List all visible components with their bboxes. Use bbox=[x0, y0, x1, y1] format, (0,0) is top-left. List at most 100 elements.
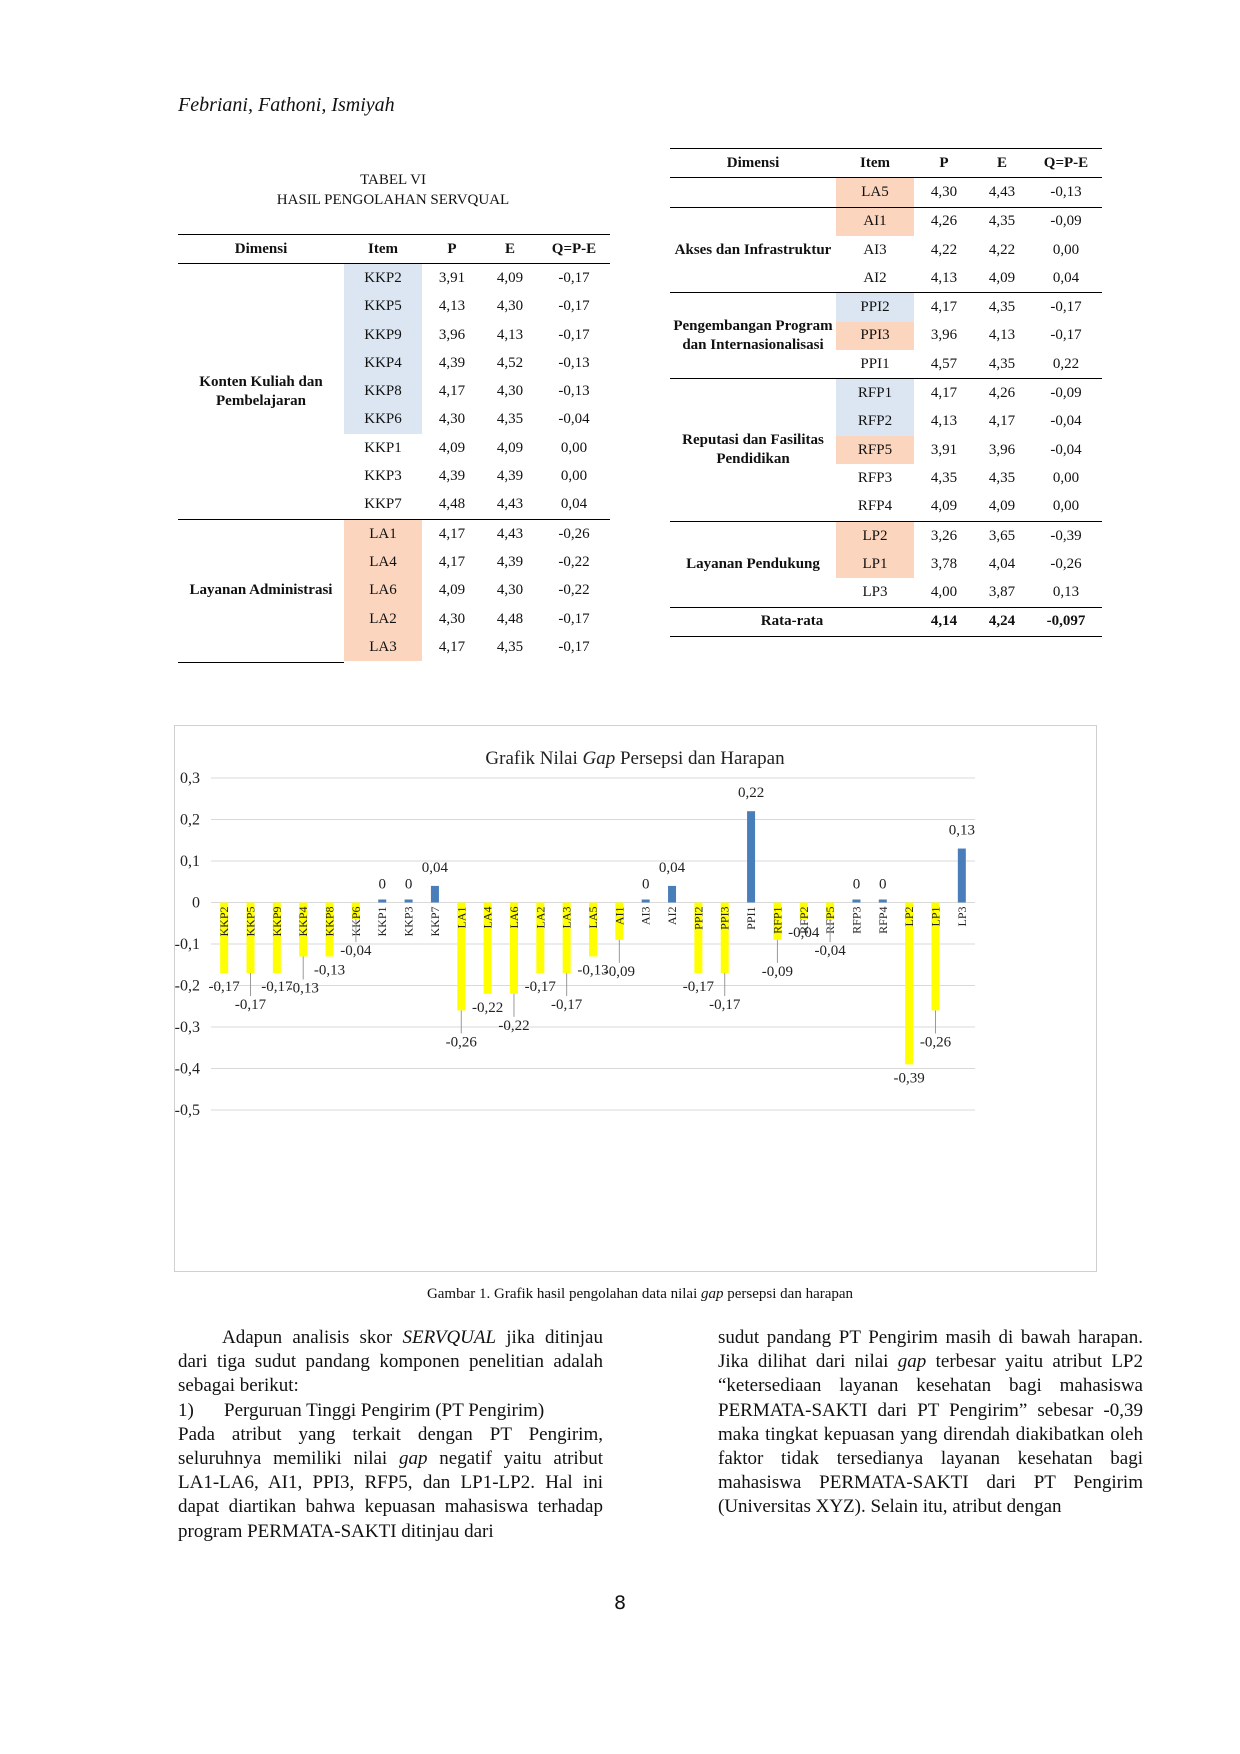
p-cell: 4,09 bbox=[438, 439, 466, 456]
bar-LP2 bbox=[905, 902, 914, 1065]
value-label: -0,04 bbox=[814, 943, 846, 959]
bar-KKP3 bbox=[404, 899, 413, 903]
item-cell: KKP7 bbox=[364, 496, 402, 513]
list-body-italic: gap bbox=[398, 1448, 428, 1470]
item-cell: PPI3 bbox=[836, 321, 914, 351]
bar-RFP2 bbox=[799, 902, 808, 920]
table-row: RFP5 3,91 3,96 -0,04 bbox=[670, 435, 1102, 465]
column-header: E bbox=[482, 233, 538, 265]
table-header-row: Dimensi Item P E Q=P-E bbox=[670, 147, 1102, 179]
category-label: LA6 bbox=[507, 907, 521, 929]
q-cell: -0,13 bbox=[558, 383, 590, 400]
p-cell: 4,22 bbox=[930, 241, 958, 258]
column-header: Dimensi bbox=[670, 147, 836, 179]
table-row: RFP4 4,09 4,09 0,00 bbox=[670, 493, 1102, 522]
column-header: Q=P-E bbox=[1030, 147, 1102, 179]
item-cell: AI1 bbox=[836, 206, 914, 236]
dimension-cell: Reputasi dan Fasilitas Pendidikan bbox=[670, 378, 836, 522]
bar-PPI3 bbox=[720, 902, 729, 974]
item-cell: PPI2 bbox=[836, 292, 914, 322]
bar-KKP8 bbox=[325, 902, 334, 957]
bar-PPI1 bbox=[747, 811, 756, 903]
e-cell: 4,35 bbox=[974, 206, 1030, 236]
e-cell: 4,48 bbox=[496, 610, 524, 627]
item-cell: PPI1 bbox=[860, 355, 890, 372]
chart-title-italic: Gap bbox=[582, 748, 615, 769]
q-cell: 0,00 bbox=[1052, 498, 1080, 515]
intro-text-end: jika ditinjau dari tiga sudut pandang ko… bbox=[178, 1327, 603, 1397]
p-cell: 4,17 bbox=[438, 383, 466, 400]
category-label: LP1 bbox=[928, 907, 942, 927]
y-tick-label: 0 bbox=[192, 895, 200, 912]
q-cell: -0,04 bbox=[1050, 441, 1082, 458]
table-row: Akses dan Infrastruktur AI1 4,26 4,35 -0,09 bbox=[670, 206, 1102, 293]
item-cell: KKP8 bbox=[344, 377, 422, 406]
value-label: -0,22 bbox=[498, 1018, 529, 1034]
e-cell: 4,22 bbox=[988, 241, 1016, 258]
bar-PPI2 bbox=[694, 902, 703, 974]
e-cell: 4,30 bbox=[496, 582, 524, 599]
value-label: -0,26 bbox=[446, 1034, 478, 1050]
value-label: -0,17 bbox=[235, 997, 267, 1013]
e-cell: 4,09 bbox=[988, 269, 1016, 286]
table-row: Pengembangan Program dan Internasionalis… bbox=[670, 292, 1102, 379]
q-cell: -0,04 bbox=[558, 411, 590, 428]
bar-AI2 bbox=[668, 885, 677, 903]
e-cell: 4,09 bbox=[496, 439, 524, 456]
q-cell: -0,17 bbox=[558, 638, 590, 655]
table-row: LA4 4,17 4,39 -0,22 bbox=[178, 548, 610, 577]
dimension-cell: Konten Kuliah dan Pembelajaran bbox=[199, 373, 323, 409]
item-cell: KKP2 bbox=[344, 263, 422, 293]
p-cell: 4,57 bbox=[930, 355, 958, 372]
q-cell: -0,17 bbox=[1030, 292, 1102, 322]
category-label: RFP1 bbox=[770, 907, 784, 934]
gap-chart: Grafik Nilai Gap Persepsi dan Harapan 0,3… bbox=[174, 725, 1097, 1272]
category-label: KKP4 bbox=[296, 907, 310, 937]
p-cell: 4,30 bbox=[438, 610, 466, 627]
p-cell: 4,39 bbox=[438, 354, 466, 371]
e-cell: 4,26 bbox=[974, 378, 1030, 408]
table-caption-number: TABEL VI bbox=[360, 172, 426, 188]
q-cell: -0,17 bbox=[558, 269, 590, 286]
right-paragraph: sudut pandang PT Pengirim masih di bawah… bbox=[718, 1326, 1143, 1520]
bar-LA4 bbox=[483, 902, 492, 994]
table-row: Layanan Administrasi LA1 4,17 4,43 -0,26 bbox=[178, 518, 610, 662]
category-label: PPI1 bbox=[744, 907, 758, 930]
value-label: -0,22 bbox=[472, 1000, 503, 1016]
column-header: P bbox=[914, 147, 974, 179]
e-cell: 3,87 bbox=[988, 584, 1016, 601]
item-cell: KKP4 bbox=[344, 349, 422, 378]
average-q: -0,097 bbox=[1030, 606, 1102, 638]
p-cell: 3,96 bbox=[930, 327, 958, 344]
category-label: PPI3 bbox=[718, 907, 732, 930]
q-cell: -0,39 bbox=[1030, 520, 1102, 551]
intro-text: Adapun analisis skor bbox=[222, 1327, 403, 1348]
item-cell: RFP3 bbox=[857, 469, 893, 486]
p-cell: 3,91 bbox=[930, 441, 958, 458]
q-cell: -0,22 bbox=[558, 553, 590, 570]
q-cell: -0,13 bbox=[1050, 183, 1082, 200]
figure-caption: Gambar 1. Grafik hasil pengolahan data n… bbox=[178, 1286, 1102, 1303]
table-row: PPI3 3,96 4,13 -0,17 bbox=[670, 321, 1102, 351]
item-cell: LP2 bbox=[836, 520, 914, 551]
bar-KKP7 bbox=[430, 885, 439, 903]
e-cell: 4,35 bbox=[496, 638, 524, 655]
value-label: -0,04 bbox=[788, 925, 820, 941]
value-label: -0,13 bbox=[288, 980, 319, 996]
list-title-text: Perguruan Tinggi Pengirim (PT Pengirim) bbox=[224, 1399, 545, 1421]
value-label: -0,09 bbox=[604, 964, 635, 980]
bar-KKP9 bbox=[272, 902, 281, 974]
value-label: -0,09 bbox=[762, 964, 793, 980]
item-cell: RFP4 bbox=[857, 498, 893, 515]
table-row: PPI1 4,57 4,35 0,22 bbox=[670, 350, 1102, 379]
item-cell: LA4 bbox=[344, 548, 422, 577]
table-row: KKP6 4,30 4,35 -0,04 bbox=[178, 405, 610, 435]
bar-KKP5 bbox=[246, 902, 255, 974]
q-cell: 0,00 bbox=[560, 439, 588, 456]
bar-RFP1 bbox=[773, 902, 782, 940]
category-label: RFP2 bbox=[797, 907, 811, 934]
bar-LA6 bbox=[509, 902, 518, 994]
y-tick-label: 0,1 bbox=[180, 853, 200, 870]
bar-LA3 bbox=[562, 902, 571, 974]
item-cell: RFP5 bbox=[836, 435, 914, 465]
